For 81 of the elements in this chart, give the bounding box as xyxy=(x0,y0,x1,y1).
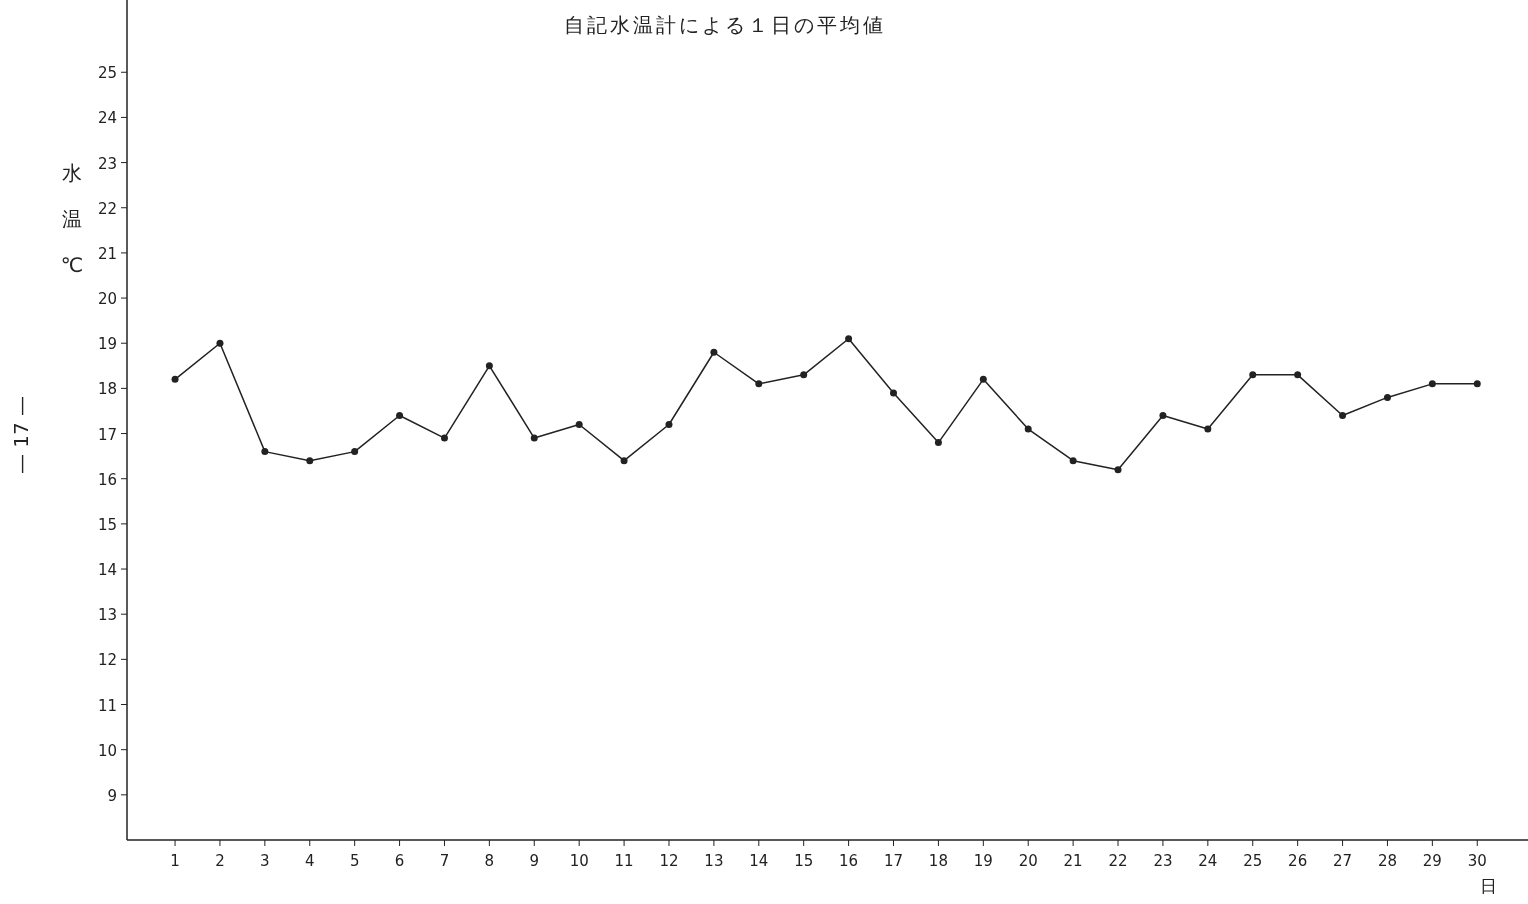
point xyxy=(396,411,404,419)
y-tick-label: 22 xyxy=(97,199,117,218)
y-tick-label: 25 xyxy=(97,64,117,83)
x-tick-label: 20 xyxy=(1018,852,1038,870)
y-axis-title: 水温℃ xyxy=(60,161,84,277)
text: 自記水温計による１日の平均値 xyxy=(564,13,886,37)
point xyxy=(620,457,628,465)
point xyxy=(171,375,179,383)
x-tick-label: 13 xyxy=(704,852,724,870)
y-tick-label: 11 xyxy=(97,696,117,715)
x-tick-label: 12 xyxy=(659,852,679,870)
text: — 17 — xyxy=(9,395,33,475)
point xyxy=(1383,393,1391,401)
point xyxy=(934,439,942,447)
x-tick-label: 22 xyxy=(1108,852,1128,870)
point xyxy=(845,335,853,343)
point xyxy=(261,448,269,456)
x-tick-label: 4 xyxy=(304,852,315,870)
x-tick-label: 2 xyxy=(215,852,225,870)
x-tick-label: 18 xyxy=(928,852,948,870)
point xyxy=(1204,425,1212,433)
y-tick-label: 15 xyxy=(97,515,117,534)
point xyxy=(1114,466,1122,474)
x-tick-label: 17 xyxy=(883,852,904,870)
x-tick-label: 29 xyxy=(1422,852,1442,870)
y-tick-label: 23 xyxy=(97,154,117,173)
point xyxy=(1249,371,1257,379)
point xyxy=(1428,380,1436,388)
point xyxy=(1473,380,1481,388)
point xyxy=(351,448,359,456)
y-tick-label: 14 xyxy=(97,561,117,580)
x-tick-label: 9 xyxy=(529,852,540,870)
y-tick-label: 16 xyxy=(97,470,117,489)
y-tick-label: 9 xyxy=(107,786,117,805)
point xyxy=(800,371,808,379)
point xyxy=(530,434,538,442)
y-tick-label: 17 xyxy=(97,425,117,444)
point xyxy=(710,348,718,356)
point xyxy=(1024,425,1032,433)
point xyxy=(575,421,583,429)
x-tick-label: 1 xyxy=(170,852,180,870)
x-axis-title: 日 xyxy=(1479,876,1497,896)
x-tick-label: 7 xyxy=(439,852,450,870)
y-tick-label: 24 xyxy=(97,109,117,128)
point xyxy=(485,362,493,370)
point xyxy=(1069,457,1077,465)
x-tick-label: 23 xyxy=(1153,852,1173,870)
x-tick-label: 27 xyxy=(1333,852,1353,870)
point xyxy=(1159,411,1167,419)
x-tick-label: 25 xyxy=(1243,852,1263,870)
x-tick-label: 30 xyxy=(1467,852,1487,870)
x-tick-label: 8 xyxy=(484,852,495,870)
y-tick-label: 12 xyxy=(97,651,117,670)
x-tick-label: 6 xyxy=(394,852,405,870)
point xyxy=(440,434,448,442)
y-tick-label: 19 xyxy=(97,335,117,354)
point xyxy=(1294,371,1302,379)
point xyxy=(306,457,314,465)
y-tick-label: 20 xyxy=(97,290,117,309)
x-tick-label: 26 xyxy=(1288,852,1308,870)
x-tick-label: 3 xyxy=(260,852,270,870)
x-tick-label: 14 xyxy=(749,852,769,870)
point xyxy=(216,339,224,347)
point xyxy=(979,375,987,383)
x-tick-label: 19 xyxy=(973,852,993,870)
x-tick-label: 16 xyxy=(839,852,859,870)
point xyxy=(890,389,898,397)
y-tick-label: 21 xyxy=(97,244,117,263)
x-tick-label: 28 xyxy=(1377,852,1397,870)
y-tick-label: 18 xyxy=(97,380,117,399)
x-tick-label: 24 xyxy=(1198,852,1218,870)
x-tick-label: 11 xyxy=(614,852,634,870)
point xyxy=(1339,411,1347,419)
x-tick-label: 21 xyxy=(1063,852,1083,870)
x-tick-label: 15 xyxy=(794,852,814,870)
y-tick-label: 13 xyxy=(97,606,117,625)
point xyxy=(755,380,763,388)
y-tick-label: 10 xyxy=(97,741,117,760)
x-tick-label: 10 xyxy=(569,852,589,870)
x-tick-label: 5 xyxy=(349,852,360,870)
point xyxy=(665,421,673,429)
